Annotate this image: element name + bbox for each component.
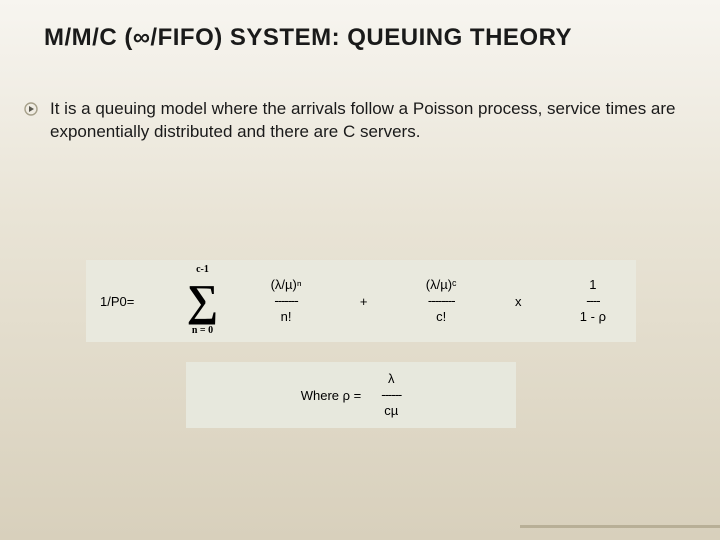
f1-term2-den: c! [436,309,446,325]
formula-p0: 1/P0= c-1 ∑ n = 0 (λ/µ)ⁿ ------- n! + (λ… [86,260,636,342]
sigma-sup: c-1 [196,264,209,275]
f1-term3-num: 1 [589,277,596,293]
f1-term3-den: 1 - ρ [580,309,606,325]
f1-term1-num: (λ/µ)ⁿ [271,277,302,293]
f2-lhs: Where ρ = [301,388,362,403]
sigma-symbol: c-1 ∑ n = 0 [183,260,223,342]
page-title: M/M/C (∞/FIFO) SYSTEM: QUEUING THEORY [44,24,634,53]
f1-times: x [505,294,532,309]
f1-lhs: 1/P0= [100,294,134,309]
f2-rhs: λ ------ cµ [381,371,401,420]
f1-term1: (λ/µ)ⁿ ------- n! [271,277,302,326]
f2-num: λ [388,371,395,387]
body-paragraph: It is a queuing model where the arrivals… [24,98,692,144]
sigma-glyph: ∑ [187,279,218,323]
f1-term1-rule: ------- [274,293,297,309]
sigma-sub: n = 0 [192,325,213,336]
f1-term1-den: n! [281,309,292,325]
f2-den: cµ [384,403,398,419]
f1-term3-rule: ---- [586,293,599,309]
f2-rule: ------ [381,387,401,403]
formula-rho: Where ρ = λ ------ cµ [186,362,516,428]
f1-term2: (λ/µ)ᶜ -------- c! [426,277,457,326]
f1-plus: + [350,294,378,309]
bullet-icon [24,102,38,121]
body-text: It is a queuing model where the arrivals… [50,98,692,144]
footer-underline [520,525,720,528]
f1-term2-rule: -------- [428,293,455,309]
f1-term2-num: (λ/µ)ᶜ [426,277,457,293]
f1-term3: 1 ---- 1 - ρ [580,277,606,326]
